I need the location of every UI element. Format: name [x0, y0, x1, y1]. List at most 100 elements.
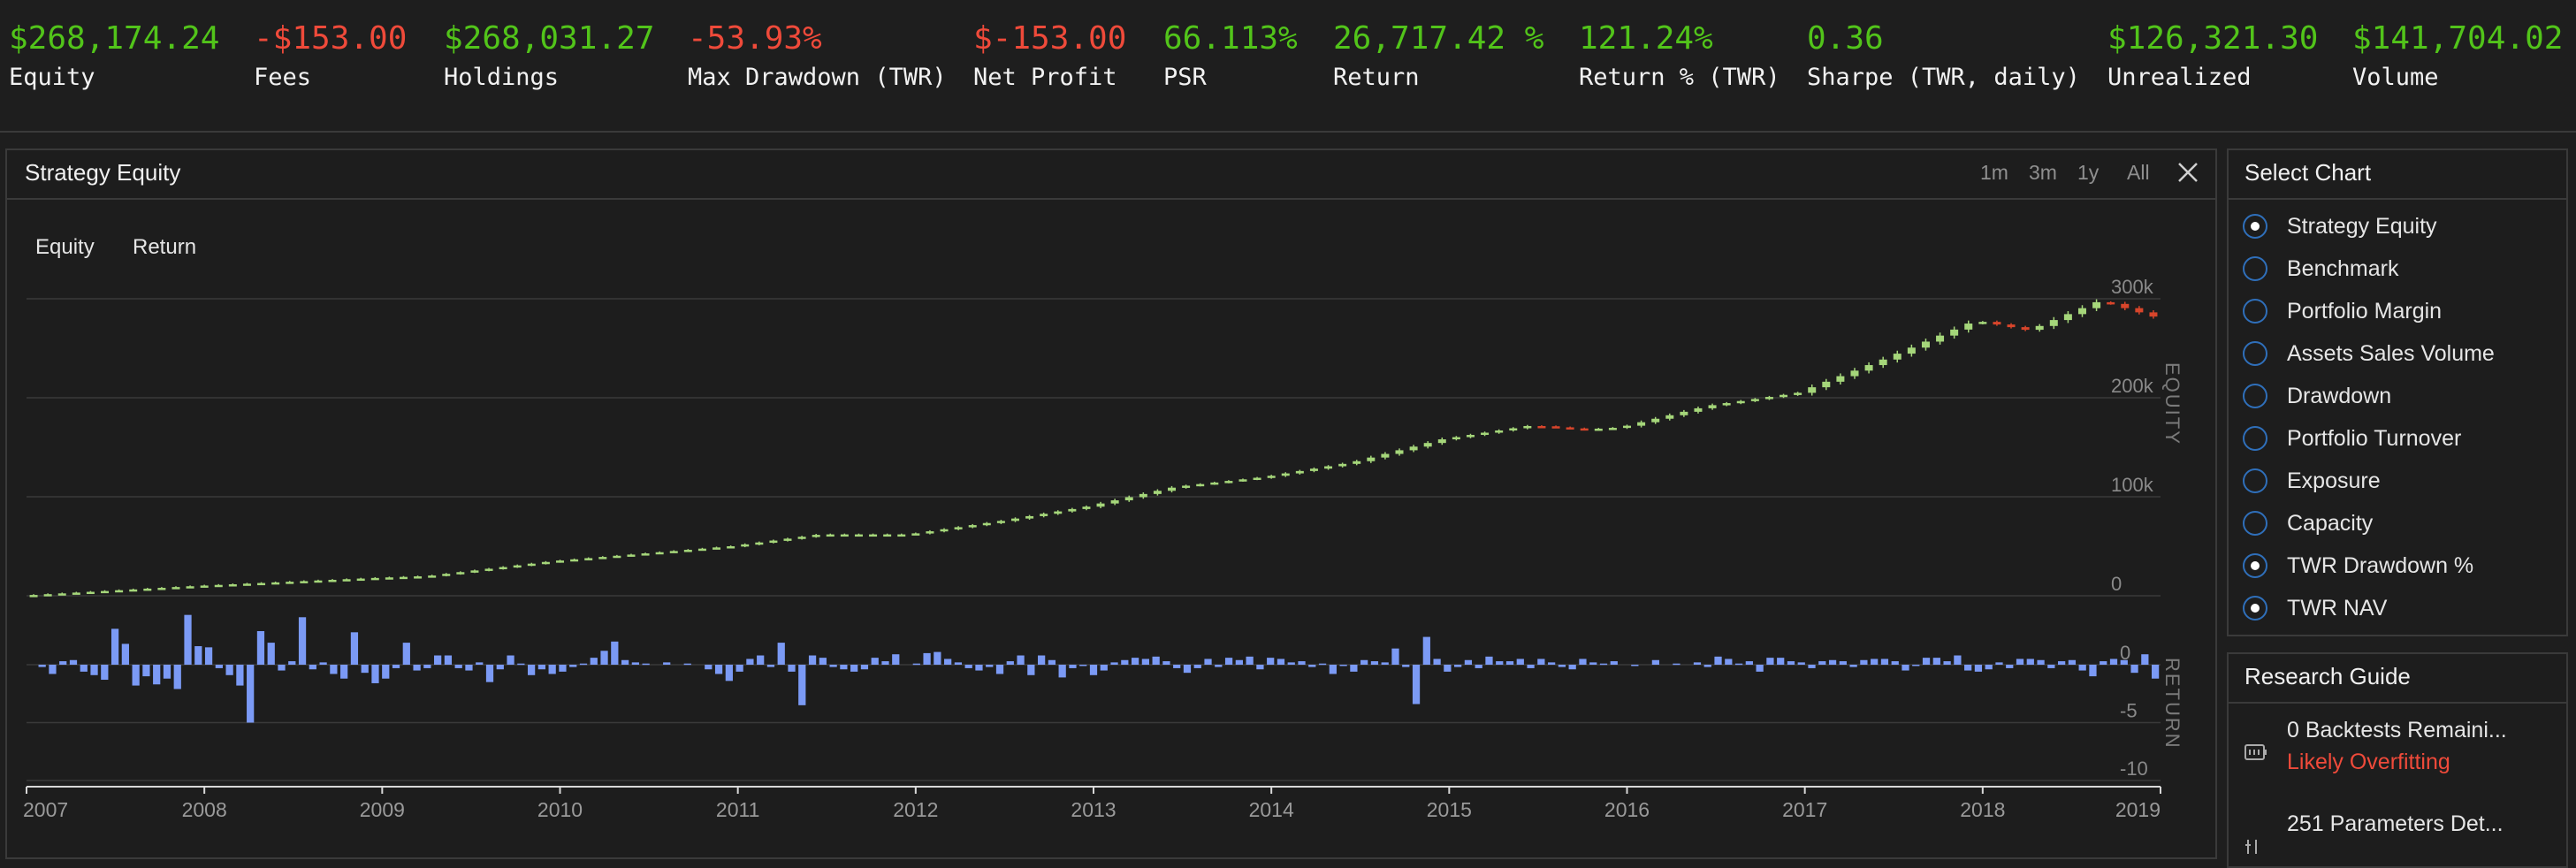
chart-option-capacity[interactable]: Capacity [2243, 507, 2561, 543]
equity-candle [442, 574, 451, 576]
equity-candle [1281, 473, 1290, 476]
stat-value: $268,174.24 [9, 20, 220, 57]
equity-candle [1794, 392, 1802, 395]
equity-candle [1680, 411, 1688, 415]
range-1m-button[interactable]: 1m [1980, 161, 2008, 184]
equity-candle [1665, 415, 1674, 419]
return-bar [1880, 659, 1889, 665]
return-bar [1038, 655, 1046, 665]
return-bar [2130, 665, 2138, 674]
equity-candle [1295, 470, 1304, 474]
radio-unchecked-icon[interactable] [2243, 468, 2267, 493]
equity-candle [897, 534, 906, 537]
return-bar [2078, 665, 2086, 671]
overfitting-warning: Likely Overfitting [2287, 750, 2450, 774]
return-bar [757, 655, 765, 665]
equity-candle [328, 579, 337, 582]
range-all-button[interactable]: All [2127, 161, 2150, 184]
chart-option-label: Drawdown [2287, 384, 2392, 408]
return-bar [590, 658, 598, 665]
chart-option-twr-drawdown[interactable]: TWR Drawdown % [2243, 550, 2561, 585]
chart-option-label: Portfolio Margin [2287, 299, 2443, 324]
equity-tick-label: 300k [2111, 276, 2154, 298]
return-bar [69, 659, 78, 665]
x-tick-label: 2007 [23, 798, 68, 821]
close-icon[interactable] [2175, 159, 2201, 186]
return-bar [423, 665, 431, 668]
equity-candle [342, 579, 351, 582]
equity-candle [854, 534, 863, 537]
chart-option-exposure[interactable]: Exposure [2243, 465, 2561, 500]
radio-checked-icon[interactable] [2243, 214, 2267, 239]
return-bar [1069, 665, 1077, 668]
radio-checked-icon[interactable] [2243, 596, 2267, 621]
equity-candle [1608, 428, 1617, 430]
chart-option-portfolio-margin[interactable]: Portfolio Margin [2243, 295, 2561, 331]
radio-unchecked-icon[interactable] [2243, 426, 2267, 451]
equity-candle [86, 591, 95, 595]
return-bar [1360, 659, 1368, 665]
chart-option-portfolio-turnover[interactable]: Portfolio Turnover [2243, 423, 2561, 458]
series-tab-return[interactable]: Return [133, 235, 197, 259]
return-bar [350, 632, 359, 665]
x-tick-label: 2019 [2115, 798, 2161, 821]
return-bar [1849, 665, 1857, 667]
equity-candle [214, 584, 223, 588]
chart-option-assets-sales-volume[interactable]: Assets Sales Volume [2243, 338, 2561, 373]
equity-candle [2107, 301, 2115, 305]
series-tab-equity[interactable]: Equity [35, 235, 95, 259]
chart-option-twr-nav[interactable]: TWR NAV [2243, 592, 2561, 628]
return-bar [278, 665, 286, 671]
equity-candle [1808, 387, 1817, 393]
return-bar [1339, 665, 1347, 666]
return-bar [153, 665, 161, 685]
radio-unchecked-icon[interactable] [2243, 299, 2267, 324]
chart-option-strategy-equity[interactable]: Strategy Equity [2243, 210, 2561, 246]
radio-checked-icon[interactable] [2243, 553, 2267, 578]
equity-candle [1495, 430, 1504, 433]
chart-option-benchmark[interactable]: Benchmark [2243, 253, 2561, 288]
equity-candle [157, 588, 166, 590]
return-bar [642, 663, 650, 666]
x-tick-label: 2017 [1782, 798, 1827, 821]
equity-candle [655, 552, 664, 555]
equity-candle [2035, 325, 2044, 331]
stat-net-profit: $-153.00 Net Profit [973, 16, 1126, 94]
equity-candle [1224, 481, 1233, 483]
equity-candle [1338, 463, 1347, 467]
equity-candle [1822, 381, 1831, 388]
radio-unchecked-icon[interactable] [2243, 256, 2267, 281]
equity-candle [1253, 477, 1261, 480]
equity-candle [2092, 301, 2101, 308]
radio-unchecked-icon[interactable] [2243, 341, 2267, 366]
return-bar [537, 665, 546, 670]
equity-candle [143, 588, 152, 591]
return-bar [1932, 658, 1940, 665]
return-bar [1298, 661, 1306, 665]
stat-label: Equity [9, 64, 95, 91]
radio-unchecked-icon[interactable] [2243, 511, 2267, 536]
return-bar [1496, 661, 1504, 665]
return-bar [49, 665, 57, 674]
research-guide-title: Research Guide [2244, 663, 2411, 689]
return-bar [1464, 659, 1473, 665]
equity-candle [314, 580, 323, 583]
return-bar [2026, 659, 2034, 665]
return-bar [2047, 665, 2055, 668]
return-bar [2109, 659, 2118, 665]
return-bar [808, 655, 817, 665]
range-1y-button[interactable]: 1y [2077, 161, 2100, 184]
x-tick-label: 2009 [360, 798, 405, 821]
chart-option-drawdown[interactable]: Drawdown [2243, 380, 2561, 415]
radio-unchecked-icon[interactable] [2243, 384, 2267, 408]
return-bar [2016, 659, 2024, 665]
return-bar [2120, 659, 2128, 665]
stat-value: 26,717.42 % [1333, 20, 1544, 57]
return-bar [80, 665, 88, 672]
stat-label: Volume [2352, 64, 2439, 91]
return-bar [2006, 665, 2014, 668]
equity-candle [883, 534, 892, 537]
return-bar [101, 665, 109, 681]
range-3m-button[interactable]: 3m [2029, 161, 2057, 184]
equity-candle [1651, 418, 1660, 423]
